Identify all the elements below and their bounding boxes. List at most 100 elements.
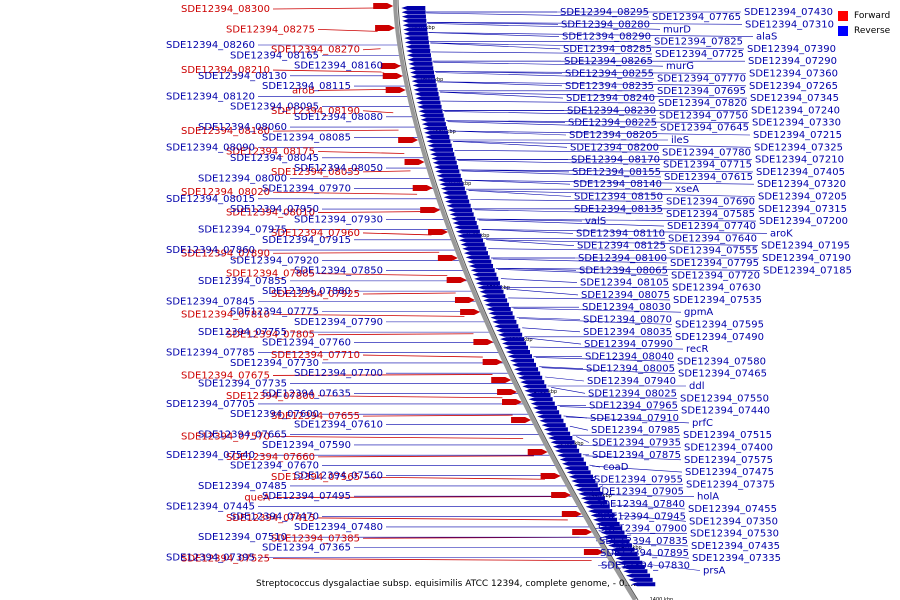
right-gene-label: SDE12394_07435 (691, 541, 780, 552)
right-connector (464, 179, 755, 185)
forward-connector (272, 496, 557, 498)
reverse-gene-arrow (410, 74, 435, 79)
reverse-gene-arrow (449, 212, 474, 217)
right-gene-label: SDE12394_08255 (565, 69, 654, 80)
left-reverse-gene-label: SDE12394_07470 (230, 512, 319, 523)
right-gene-label: SDE12394_07715 (663, 160, 752, 171)
right-connector (576, 436, 590, 443)
forward-gene-label: queA (244, 493, 270, 504)
forward-connector (362, 414, 513, 417)
right-gene-label: SDE12394_07645 (660, 123, 749, 134)
right-connector (435, 72, 655, 79)
right-gene-label: recR (686, 344, 709, 355)
right-gene-label: SDE12394_07615 (664, 172, 753, 183)
reverse-gene-arrow (588, 509, 613, 514)
reverse-gene-arrow (409, 66, 434, 71)
right-gene-label: coaD (603, 462, 629, 473)
right-connector (619, 515, 687, 522)
forward-gene-arrow (446, 277, 467, 283)
right-gene-label: SDE12394_07375 (686, 479, 775, 490)
reverse-gene-arrow (404, 40, 429, 45)
reverse-gene-arrow (583, 500, 608, 505)
forward-gene-arrow (583, 549, 604, 555)
right-gene-label: SDE12394_08170 (571, 155, 660, 166)
left-reverse-gene-label: SDE12394_07730 (230, 358, 319, 369)
right-connector (454, 150, 660, 153)
reverse-gene-arrow (628, 577, 653, 582)
right-gene-label: ileS (671, 135, 689, 146)
reverse-gene-arrow (420, 117, 445, 122)
right-gene-label: SDE12394_07325 (754, 142, 843, 153)
right-gene-label: SDE12394_07195 (761, 241, 850, 252)
left-reverse-gene-label: SDE12394_08000 (198, 173, 287, 184)
left-reverse-gene-label: SDE12394_08015 (166, 194, 255, 205)
right-connector (460, 169, 754, 173)
left-reverse-gene-label: SDE12394_07930 (294, 214, 383, 225)
forward-gene-arrow (437, 255, 458, 261)
right-gene-label: murG (666, 61, 694, 72)
forward-gene-label: SDE12394_07675 (181, 370, 270, 381)
left-reverse-gene-label: SDE12394_07785 (166, 348, 255, 359)
right-connector (566, 416, 690, 424)
forward-gene-arrow (540, 473, 561, 479)
right-connector (470, 199, 664, 202)
reverse-gene-arrow (537, 414, 562, 419)
left-reverse-gene-label: SDE12394_08130 (198, 71, 287, 82)
reverse-gene-arrow (610, 547, 635, 552)
reverse-gene-arrow (427, 143, 452, 148)
reverse-gene-arrow (465, 255, 490, 260)
right-gene-label: SDE12394_08290 (562, 32, 651, 43)
forward-connector (317, 151, 405, 154)
right-connector (434, 71, 747, 74)
left-reverse-gene-label: SDE12394_08085 (262, 132, 351, 143)
right-gene-label: SDE12394_07840 (596, 499, 685, 510)
right-connector (605, 494, 695, 497)
left-reverse-gene-label: SDE12394_07540 (166, 450, 255, 461)
forward-connector (317, 89, 389, 91)
right-gene-label: prfC (692, 418, 713, 429)
right-gene-label: SDE12394_08140 (573, 179, 662, 190)
right-gene-label: SDE12394_08030 (582, 302, 671, 313)
right-gene-label: SDE12394_07875 (592, 450, 681, 461)
forward-gene-label: SDE12394_07885 (226, 269, 315, 280)
reverse-gene-arrow (467, 259, 492, 264)
forward-gene-label: SDE12394_07655 (271, 411, 360, 422)
right-connector (585, 455, 682, 461)
left-reverse-gene-label: SDE12394_08045 (230, 153, 319, 164)
forward-gene-arrow (572, 529, 593, 535)
forward-gene-arrow (511, 417, 532, 423)
forward-connector (317, 455, 534, 458)
left-reverse-gene-label: SDE12394_07845 (166, 296, 255, 307)
left-reverse-gene-label: SDE12394_07485 (198, 481, 287, 492)
left-reverse-gene-label: SDE12394_07445 (166, 501, 255, 512)
right-gene-label: SDE12394_07405 (756, 167, 845, 178)
reverse-gene-arrow (407, 57, 432, 62)
left-reverse-gene-label: SDE12394_07480 (294, 522, 383, 533)
forward-swatch (838, 10, 848, 21)
right-gene-label: SDE12394_07895 (600, 548, 689, 559)
reverse-gene-arrow (421, 122, 446, 127)
forward-connector (362, 232, 432, 236)
right-connector (468, 190, 572, 197)
left-reverse-gene-label: SDE12394_08050 (294, 163, 383, 174)
right-connector (478, 219, 665, 227)
reverse-gene-arrow (578, 491, 603, 496)
reverse-gene-arrow (506, 350, 531, 354)
right-gene-label: SDE12394_08280 (561, 19, 650, 30)
forward-gene-arrow (382, 73, 403, 79)
reverse-gene-arrow (448, 208, 473, 213)
right-gene-label: SDE12394_07820 (658, 98, 747, 109)
right-connector (430, 42, 561, 50)
forward-gene-arrow (491, 377, 512, 383)
right-gene-label: SDE12394_07985 (591, 425, 680, 436)
reverse-gene-arrow (620, 565, 645, 569)
reverse-gene-arrow (573, 483, 598, 488)
reverse-gene-arrow (462, 246, 487, 251)
right-connector (527, 337, 582, 345)
reverse-gene-arrow (546, 431, 571, 436)
right-gene-label: SDE12394_07690 (666, 197, 755, 208)
right-connector (516, 317, 581, 320)
left-reverse-gene-label: SDE12394_07855 (198, 276, 287, 287)
forward-gene-label: SDE12394_08020 (181, 187, 270, 198)
